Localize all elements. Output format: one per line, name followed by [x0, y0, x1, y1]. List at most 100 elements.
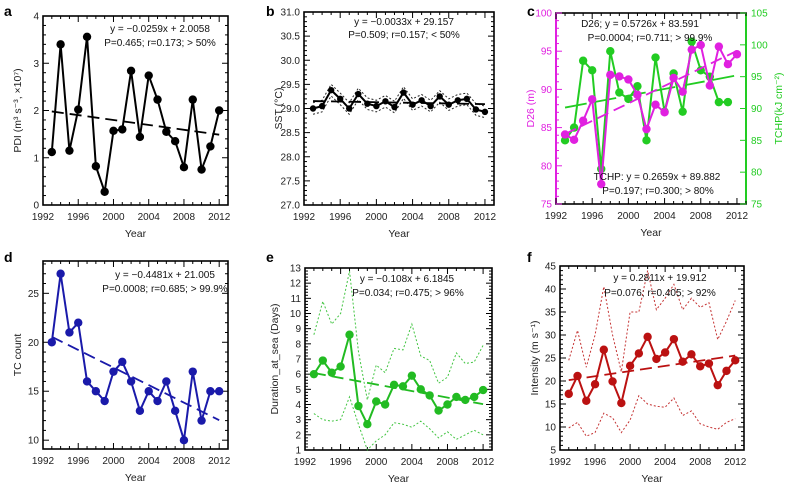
- x-tick-label: 2000: [365, 457, 388, 468]
- y-tick-label: 4: [295, 400, 301, 411]
- data-point: [472, 106, 480, 113]
- data-point: [346, 105, 353, 112]
- data-point: [65, 328, 74, 337]
- y-tick-label: 5: [550, 446, 556, 457]
- series-duration-at-sea: [309, 270, 488, 451]
- x-tick-label: 2012: [472, 457, 495, 468]
- data-point: [355, 90, 362, 98]
- data-point: [652, 354, 661, 364]
- data-point: [416, 385, 425, 394]
- x-tick-label: 2000: [102, 212, 125, 223]
- y-tick-label: 3: [33, 59, 39, 70]
- data-point: [714, 42, 724, 51]
- data-point: [409, 101, 416, 108]
- data-point: [91, 387, 101, 396]
- data-point: [590, 380, 600, 389]
- y-tick-label: 10: [545, 423, 557, 434]
- data-point: [109, 126, 118, 136]
- data-point: [624, 94, 633, 104]
- data-point: [582, 396, 591, 405]
- y-tick-label: 6: [295, 370, 301, 381]
- data-point: [188, 95, 197, 104]
- data-point: [162, 377, 171, 386]
- y-tick-label: 3: [295, 415, 301, 426]
- series-d26: [560, 40, 742, 189]
- data-point: [391, 103, 398, 111]
- y-tick-label: 80: [541, 161, 553, 172]
- data-point: [309, 369, 319, 379]
- equation-annotation: P=0.0004; r=0.711; > 99.9%: [588, 33, 713, 44]
- y-tick-label: 20: [28, 338, 40, 349]
- y-right-tick-label: 100: [751, 40, 768, 51]
- data-point: [606, 47, 615, 56]
- x-tick-label: 2008: [689, 457, 712, 468]
- equation-annotation: y = −0.108x + 6.1845: [360, 274, 455, 285]
- x-tick-label: 2012: [474, 212, 497, 223]
- x-tick-label: 2008: [173, 456, 196, 467]
- equation-annotation: P=0.0008; r=0.685; > 99.9%: [102, 284, 227, 295]
- data-point: [47, 338, 57, 347]
- x-tick-label: 2004: [401, 212, 424, 223]
- data-point: [336, 362, 345, 371]
- panel-letter: c: [527, 3, 535, 19]
- y-axis-label: Intensity (m s⁻¹): [529, 321, 541, 396]
- data-point: [318, 102, 326, 110]
- data-point: [153, 396, 162, 406]
- data-point: [643, 332, 652, 342]
- lower-bound-line: [568, 394, 736, 437]
- data-line: [567, 334, 737, 407]
- data-line: [564, 43, 738, 185]
- panel-letter: e: [266, 249, 274, 265]
- y-axis-label: PDI (m³ s⁻³, ×10⁷): [12, 68, 24, 152]
- y-tick-label: 25: [28, 289, 40, 300]
- data-point: [678, 357, 687, 366]
- data-point: [56, 269, 65, 278]
- x-tick-label: 1996: [329, 212, 352, 223]
- data-point: [363, 420, 372, 429]
- data-point: [478, 385, 488, 395]
- y-tick-label: 28.0: [281, 152, 301, 163]
- y-axis-label: Duration_at_sea (Days): [269, 304, 281, 415]
- upper-bound-line: [312, 83, 486, 107]
- data-point: [695, 362, 705, 371]
- data-point: [599, 345, 609, 354]
- data-point: [100, 187, 109, 196]
- x-tick-label: 2008: [436, 457, 459, 468]
- x-tick-label: 2004: [654, 457, 677, 468]
- data-point: [82, 32, 92, 41]
- data-point: [214, 387, 224, 396]
- y-tick-label: 8: [295, 339, 301, 350]
- series-pdi: [47, 32, 224, 196]
- y-tick-label: 2: [33, 106, 39, 117]
- y-tick-label: 15: [545, 400, 557, 411]
- plot-frame: [42, 260, 229, 450]
- y-tick-label: 31.0: [281, 8, 301, 19]
- data-point: [144, 71, 153, 80]
- data-point: [687, 350, 696, 359]
- data-point: [608, 377, 617, 386]
- data-point: [445, 101, 452, 108]
- data-point: [179, 163, 189, 172]
- equation-annotation: y = −0.4481x + 21.005: [115, 270, 215, 281]
- y-tick-label: 12: [290, 279, 302, 290]
- equation-annotation: P=0.034; r=0.475; > 96%: [352, 288, 464, 299]
- data-point: [74, 318, 83, 327]
- data-point: [126, 377, 136, 386]
- data-point: [436, 93, 443, 100]
- data-point: [569, 135, 579, 145]
- data-point: [153, 95, 162, 104]
- data-point: [452, 392, 461, 402]
- data-point: [56, 40, 65, 49]
- equation-annotation: P=0.076; r=0.405; > 92%: [604, 288, 716, 299]
- y-tick-label: 85: [541, 123, 553, 134]
- data-point: [669, 334, 679, 344]
- data-point: [625, 361, 635, 371]
- data-point: [427, 102, 434, 110]
- data-point: [560, 136, 570, 145]
- data-point: [714, 97, 724, 107]
- data-point: [633, 82, 642, 91]
- data-point: [188, 367, 197, 376]
- x-tick-label: 1992: [32, 456, 55, 467]
- data-point: [669, 73, 678, 83]
- data-point: [469, 392, 479, 402]
